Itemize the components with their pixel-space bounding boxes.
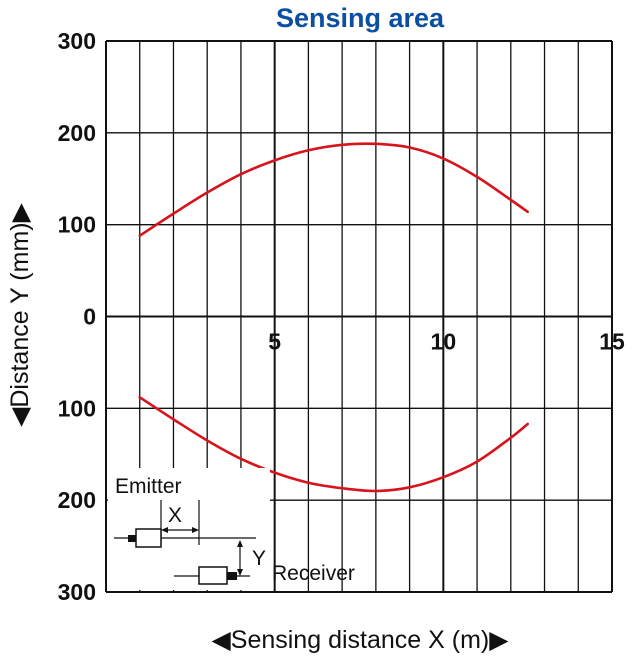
inset-background <box>108 468 270 590</box>
receiver-label: Receiver <box>272 562 355 585</box>
x-dimension-label: X <box>168 504 182 527</box>
x-axis-label: ◀Sensing distance X (m)▶ <box>212 626 510 654</box>
arrowhead <box>237 569 243 576</box>
grid <box>105 40 613 593</box>
emitter-lens <box>128 535 136 542</box>
x-tick-label: 15 <box>599 329 625 355</box>
tick-labels: 300 200 100 0 100 200 300 5 10 15 <box>58 28 625 605</box>
receiver-body <box>198 566 228 585</box>
y-tick-label: 300 <box>58 28 96 54</box>
arrowhead <box>192 527 199 533</box>
y-tick-label: 0 <box>83 304 96 330</box>
emitter-body <box>135 528 162 548</box>
x-tick-label: 10 <box>431 329 457 355</box>
arrowhead <box>161 527 168 533</box>
lower-sensing-curve <box>138 396 529 493</box>
y-axis-label: ◀Distance Y (mm)▶ <box>6 202 34 426</box>
chart-title: Sensing area <box>276 3 445 33</box>
arrowhead <box>237 540 243 547</box>
y-tick-label: 200 <box>58 120 96 146</box>
upper-sensing-curve <box>138 142 529 237</box>
curves <box>138 142 529 493</box>
y-tick-label: 100 <box>58 212 96 238</box>
x-tick-label: 5 <box>268 329 281 355</box>
sensor-diagram-inset: Emitter X Y Receiver <box>108 468 355 590</box>
y-tick-label: 100 <box>58 395 96 421</box>
y-tick-label: 300 <box>58 579 96 605</box>
emitter-label: Emitter <box>115 475 182 498</box>
receiver-lens <box>227 572 237 580</box>
y-tick-label: 200 <box>58 487 96 513</box>
y-dimension-label: Y <box>252 547 266 570</box>
